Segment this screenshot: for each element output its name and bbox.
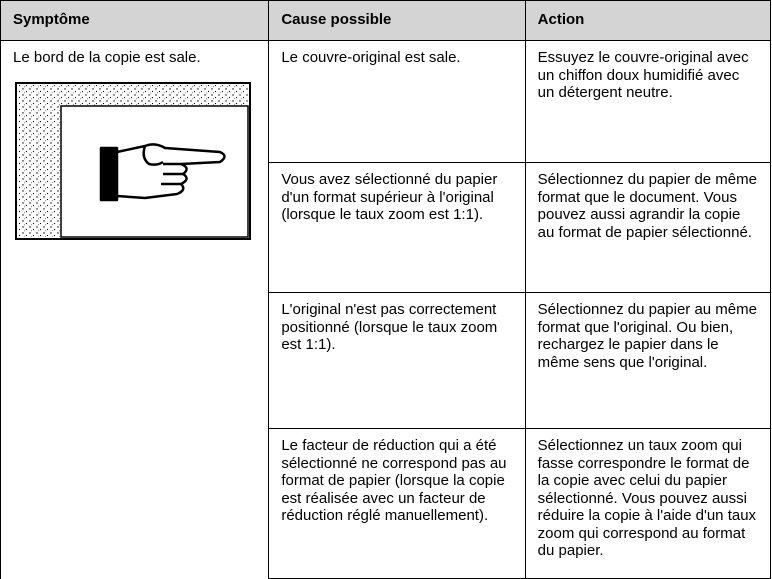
cause-cell: Vous avez sélectionné du papier d'un for… — [268, 162, 526, 293]
header-cell: Cause possible — [268, 0, 526, 41]
cause-cell: L'original n'est pas correctement positi… — [268, 292, 526, 429]
header-row: Symptôme Cause possible Action — [0, 0, 772, 41]
illustration — [15, 81, 251, 240]
action-cell: Sélectionnez du papier au même format qu… — [524, 292, 772, 429]
cause-cell: Le facteur de réduction qui a été sélect… — [268, 428, 526, 579]
header-cell: Symptôme — [0, 0, 270, 41]
symptom-text: Le bord de la copie est sale. — [13, 49, 201, 66]
action-cell: Essuyez le couvre-original avec un chiff… — [524, 40, 772, 163]
action-cell: Sélectionnez du papier de même format qu… — [524, 162, 772, 293]
hand-icon — [99, 142, 226, 201]
row: Vous avez sélectionné du papier d'un for… — [1, 162, 772, 293]
cause-cell: Le couvre-original est sale. — [268, 40, 526, 163]
row: Le facteur de réduction qui a été sélect… — [1, 428, 772, 579]
row: Le bord de la copie est sale. — [0, 40, 772, 579]
header-cell: Action — [524, 0, 772, 41]
row: L'original n'est pas correctement positi… — [1, 292, 772, 429]
action-cell: Sélectionnez un taux zoom qui fasse corr… — [524, 428, 772, 579]
symptom-cell: Le bord de la copie est sale. — [0, 40, 270, 579]
